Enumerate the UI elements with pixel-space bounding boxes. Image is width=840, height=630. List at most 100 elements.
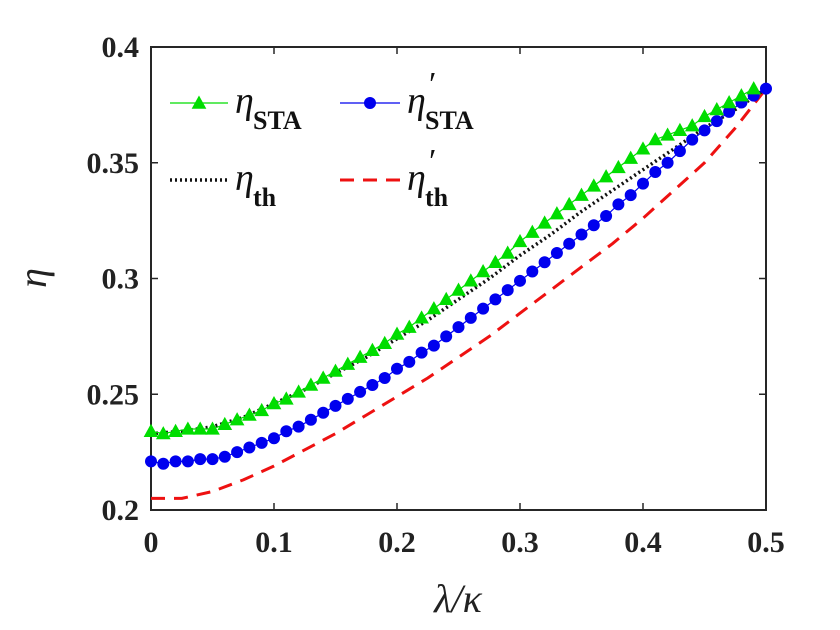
data-point: [500, 245, 516, 259]
x-tick-label: 0.5: [747, 526, 785, 559]
data-point: [537, 215, 552, 229]
data-point: [477, 302, 490, 315]
data-point: [266, 395, 282, 410]
legend-symbol: η: [407, 157, 426, 199]
data-point: [438, 291, 454, 306]
data-point: [760, 82, 772, 95]
data-point: [673, 145, 686, 158]
data-point: [488, 254, 503, 268]
series-line: [150, 87, 767, 436]
data-point: [414, 310, 429, 324]
data-point: [427, 339, 440, 352]
data-point: [378, 372, 391, 385]
data-point: [217, 416, 233, 431]
x-tick-label: 0: [144, 526, 159, 559]
plot-area: [150, 46, 767, 511]
data-point: [451, 282, 466, 296]
y-axis-label: η: [10, 268, 55, 288]
data-point: [365, 342, 380, 356]
data-point: [229, 412, 245, 426]
data-point: [649, 166, 662, 179]
data-point: [304, 413, 317, 426]
data-point: [303, 377, 319, 391]
data-point: [612, 198, 625, 211]
data-point: [746, 81, 762, 95]
data-point: [598, 169, 614, 183]
data-point: [549, 206, 565, 220]
data-point: [452, 321, 465, 334]
data-point: [721, 95, 737, 109]
data-point: [403, 355, 416, 368]
data-point: [524, 224, 540, 238]
data-point: [391, 362, 403, 375]
series-line: [151, 87, 768, 500]
data-point: [352, 349, 368, 363]
data-point: [475, 264, 491, 278]
legend-subscript: STA: [253, 106, 302, 135]
data-point: [278, 391, 294, 405]
data-point: [624, 189, 637, 202]
legend-prime: ′: [429, 66, 436, 103]
data-point: [192, 421, 208, 435]
legend-subscript: th: [253, 183, 277, 212]
data-point: [538, 256, 551, 269]
data-point: [181, 455, 194, 468]
data-point: [206, 453, 219, 466]
data-point: [637, 177, 649, 190]
data-point: [341, 392, 354, 405]
legend-symbol: η: [235, 80, 254, 122]
data-point: [354, 385, 367, 398]
data-point: [514, 274, 526, 287]
data-point: [611, 159, 626, 174]
y-tick-label: 0.35: [87, 147, 140, 180]
data-point: [389, 326, 405, 340]
data-point: [672, 122, 688, 137]
y-tick-label: 0.3: [102, 263, 140, 296]
legend-item-2: η th: [170, 157, 277, 212]
data-point: [280, 425, 293, 438]
data-point: [328, 363, 343, 377]
x-tick-label: 0.4: [624, 526, 662, 559]
legend-item-0: η STA: [170, 80, 302, 135]
data-point: [143, 423, 159, 437]
data-point: [575, 228, 588, 241]
data-point: [698, 124, 711, 137]
data-point: [561, 196, 577, 211]
legend-item-3: η ′ th: [340, 143, 449, 212]
data-point: [550, 247, 563, 260]
legend-subscript: th: [425, 183, 449, 212]
data-point: [623, 150, 639, 164]
data-point: [292, 420, 305, 433]
x-tick-label: 0.1: [255, 526, 293, 559]
y-tick-label: 0.2: [102, 494, 140, 527]
data-point: [205, 421, 220, 435]
data-point: [684, 118, 700, 132]
data-point: [168, 423, 183, 437]
data-point: [686, 133, 699, 146]
data-point: [169, 455, 182, 468]
data-point: [145, 455, 157, 468]
data-point: [489, 293, 502, 306]
data-point: [526, 265, 539, 278]
legend-prime: ′: [429, 143, 436, 180]
data-point: [254, 402, 270, 417]
data-point: [512, 233, 528, 248]
data-point: [463, 273, 479, 287]
series-1: [145, 82, 772, 470]
data-point: [660, 127, 675, 141]
x-tick-label: 0.3: [501, 526, 539, 559]
y-tick-label: 0.4: [102, 31, 140, 64]
series-2: [150, 87, 767, 436]
data-point: [697, 108, 712, 123]
data-point: [401, 319, 417, 333]
legend-marker: [191, 95, 207, 109]
legend-subscript: STA: [425, 106, 474, 135]
data-point: [635, 141, 651, 155]
data-point: [426, 301, 442, 315]
data-point: [315, 370, 331, 384]
data-point: [377, 335, 393, 350]
legend-symbol: η: [235, 157, 254, 199]
data-point: [340, 356, 356, 370]
